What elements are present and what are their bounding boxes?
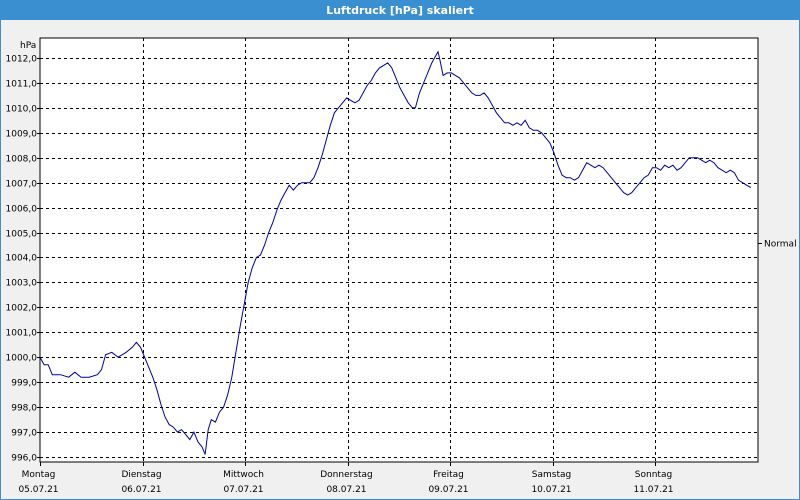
y-tick-label: 1000,0: [6, 354, 38, 364]
x-tick-day: Dienstag: [121, 470, 161, 480]
x-tick-day: Mittwoch: [223, 470, 264, 480]
x-tick-date: 07.07.21: [223, 485, 263, 495]
x-tick-day: Freitag: [433, 470, 464, 480]
y-tick-label: 1007,0: [6, 180, 38, 190]
chart-title: Luftdruck [hPa] skaliert: [1, 1, 799, 20]
y-tick-label: 1010,0: [6, 105, 38, 115]
x-tick-date: 05.07.21: [18, 485, 58, 495]
y-tick-label: 1005,0: [6, 230, 38, 240]
x-tick-date: 08.07.21: [326, 485, 366, 495]
y-tick-label: 999,0: [11, 379, 37, 389]
x-tick-date: 06.07.21: [121, 485, 161, 495]
x-tick-date: 09.07.21: [428, 485, 468, 495]
x-tick-day: Samstag: [532, 470, 571, 480]
y-tick-label: 998,0: [11, 404, 37, 414]
normal-label: Normal: [764, 240, 797, 250]
y-tick-label: 1001,0: [6, 329, 38, 339]
x-tick-day: Sonntag: [635, 470, 672, 480]
x-tick-date: 11.07.21: [633, 485, 673, 495]
y-tick-label: 1002,0: [6, 304, 38, 314]
y-tick-label: 1008,0: [6, 155, 38, 165]
y-tick-label: 1003,0: [6, 279, 38, 289]
x-tick-day: Montag: [22, 470, 56, 480]
x-tick-date: 10.07.21: [531, 485, 571, 495]
x-tick-day: Donnerstag: [320, 470, 373, 480]
y-tick-label: 1012,0: [6, 55, 38, 65]
plot-area: [39, 37, 759, 463]
pressure-series-line: [39, 50, 752, 455]
y-tick-label: 1011,0: [6, 80, 38, 90]
y-tick-label: 1006,0: [6, 205, 38, 215]
y-axis-unit: hPa: [20, 41, 36, 51]
y-tick-label: 996,0: [11, 454, 37, 464]
y-tick-label: 1004,0: [6, 254, 38, 264]
y-tick-label: 1009,0: [6, 130, 38, 140]
y-tick-label: 997,0: [11, 429, 37, 439]
